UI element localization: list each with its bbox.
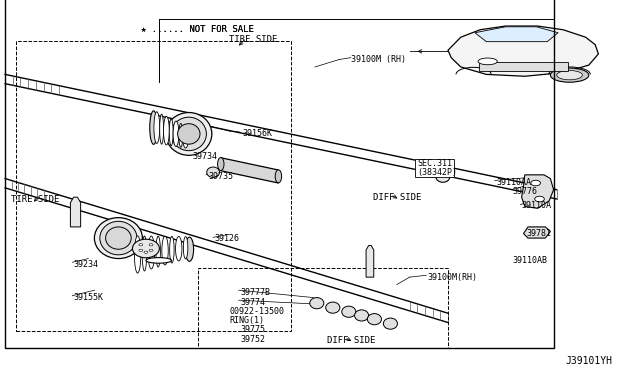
Ellipse shape xyxy=(146,257,172,263)
Text: 39775: 39775 xyxy=(240,326,265,334)
Ellipse shape xyxy=(179,124,183,147)
Text: 39100M (RH): 39100M (RH) xyxy=(351,55,406,64)
Ellipse shape xyxy=(178,124,200,144)
Text: J39101YH: J39101YH xyxy=(565,356,612,366)
Bar xyxy=(479,62,568,71)
Ellipse shape xyxy=(183,237,188,259)
Text: 39110AA: 39110AA xyxy=(496,178,531,187)
Text: 39734: 39734 xyxy=(192,152,217,161)
Ellipse shape xyxy=(186,237,194,261)
Ellipse shape xyxy=(550,68,589,82)
Text: TIRE SIDE: TIRE SIDE xyxy=(11,195,60,203)
Ellipse shape xyxy=(100,221,137,255)
Text: 00922-13500: 00922-13500 xyxy=(229,307,284,316)
Ellipse shape xyxy=(342,306,356,317)
Text: 39776: 39776 xyxy=(512,187,537,196)
Ellipse shape xyxy=(149,244,153,246)
Ellipse shape xyxy=(478,58,497,65)
Polygon shape xyxy=(70,197,81,227)
Ellipse shape xyxy=(160,114,164,144)
Ellipse shape xyxy=(170,236,174,263)
Polygon shape xyxy=(448,26,598,76)
Ellipse shape xyxy=(142,236,147,271)
Ellipse shape xyxy=(106,227,131,249)
Ellipse shape xyxy=(148,236,154,269)
Ellipse shape xyxy=(207,167,220,177)
Text: 39110A: 39110A xyxy=(522,201,552,210)
Text: TIRE SIDE: TIRE SIDE xyxy=(228,35,277,44)
Text: ★ ...... NOT FOR SALE: ★ ...... NOT FOR SALE xyxy=(141,25,253,34)
Polygon shape xyxy=(221,158,278,183)
Text: 39100M(RH): 39100M(RH) xyxy=(428,273,477,282)
Ellipse shape xyxy=(139,244,143,246)
Text: 39752: 39752 xyxy=(240,335,265,344)
Text: SEC.311: SEC.311 xyxy=(417,159,452,168)
Text: 39155K: 39155K xyxy=(74,293,104,302)
Ellipse shape xyxy=(535,196,544,202)
Ellipse shape xyxy=(326,302,340,313)
Ellipse shape xyxy=(175,237,182,261)
Ellipse shape xyxy=(436,171,450,182)
Text: 39234: 39234 xyxy=(74,260,99,269)
Ellipse shape xyxy=(164,116,169,145)
Ellipse shape xyxy=(144,251,148,253)
Ellipse shape xyxy=(154,112,160,143)
Bar xyxy=(415,159,454,177)
Ellipse shape xyxy=(367,314,381,325)
Text: DIFF SIDE: DIFF SIDE xyxy=(326,336,375,345)
Ellipse shape xyxy=(557,71,582,80)
Ellipse shape xyxy=(383,318,397,329)
Polygon shape xyxy=(524,227,550,238)
Polygon shape xyxy=(475,27,558,42)
Ellipse shape xyxy=(95,218,143,259)
Ellipse shape xyxy=(156,236,161,267)
Text: 39110AB: 39110AB xyxy=(512,256,547,265)
Ellipse shape xyxy=(355,310,369,321)
Ellipse shape xyxy=(132,239,159,258)
Polygon shape xyxy=(522,175,554,208)
Text: 39126: 39126 xyxy=(214,234,239,243)
Polygon shape xyxy=(366,246,374,277)
Bar xyxy=(5,0,554,348)
Ellipse shape xyxy=(275,170,282,183)
Ellipse shape xyxy=(426,169,438,177)
Ellipse shape xyxy=(134,236,141,273)
Ellipse shape xyxy=(531,180,540,186)
Bar xyxy=(198,268,448,348)
Ellipse shape xyxy=(150,111,157,144)
Text: 39774: 39774 xyxy=(240,298,265,307)
Ellipse shape xyxy=(173,121,179,147)
Text: 39156K: 39156K xyxy=(242,129,272,138)
Ellipse shape xyxy=(169,119,173,146)
Ellipse shape xyxy=(149,249,153,251)
Bar xyxy=(16,41,291,331)
Ellipse shape xyxy=(139,249,143,251)
Ellipse shape xyxy=(218,158,224,170)
Ellipse shape xyxy=(162,236,168,265)
Text: (38342P): (38342P) xyxy=(417,169,458,177)
Text: RING(1): RING(1) xyxy=(229,316,264,325)
Text: ★ ...... NOT FOR SALE: ★ ...... NOT FOR SALE xyxy=(141,25,253,34)
Ellipse shape xyxy=(310,298,324,309)
Text: 39777B: 39777B xyxy=(240,288,270,296)
Ellipse shape xyxy=(172,117,206,151)
Ellipse shape xyxy=(183,126,188,148)
Text: 39781: 39781 xyxy=(526,229,551,238)
Ellipse shape xyxy=(184,124,191,147)
Text: DIFF SIDE: DIFF SIDE xyxy=(372,193,421,202)
Text: 39735: 39735 xyxy=(208,172,233,181)
Ellipse shape xyxy=(166,112,212,155)
